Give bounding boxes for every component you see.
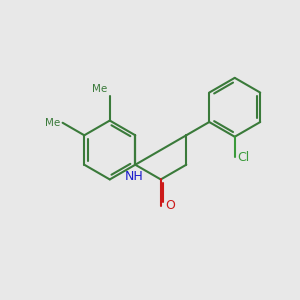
Text: Me: Me	[45, 118, 60, 128]
Text: Me: Me	[92, 84, 107, 94]
Text: O: O	[165, 200, 175, 212]
Text: Cl: Cl	[237, 151, 249, 164]
Text: NH: NH	[124, 170, 143, 183]
